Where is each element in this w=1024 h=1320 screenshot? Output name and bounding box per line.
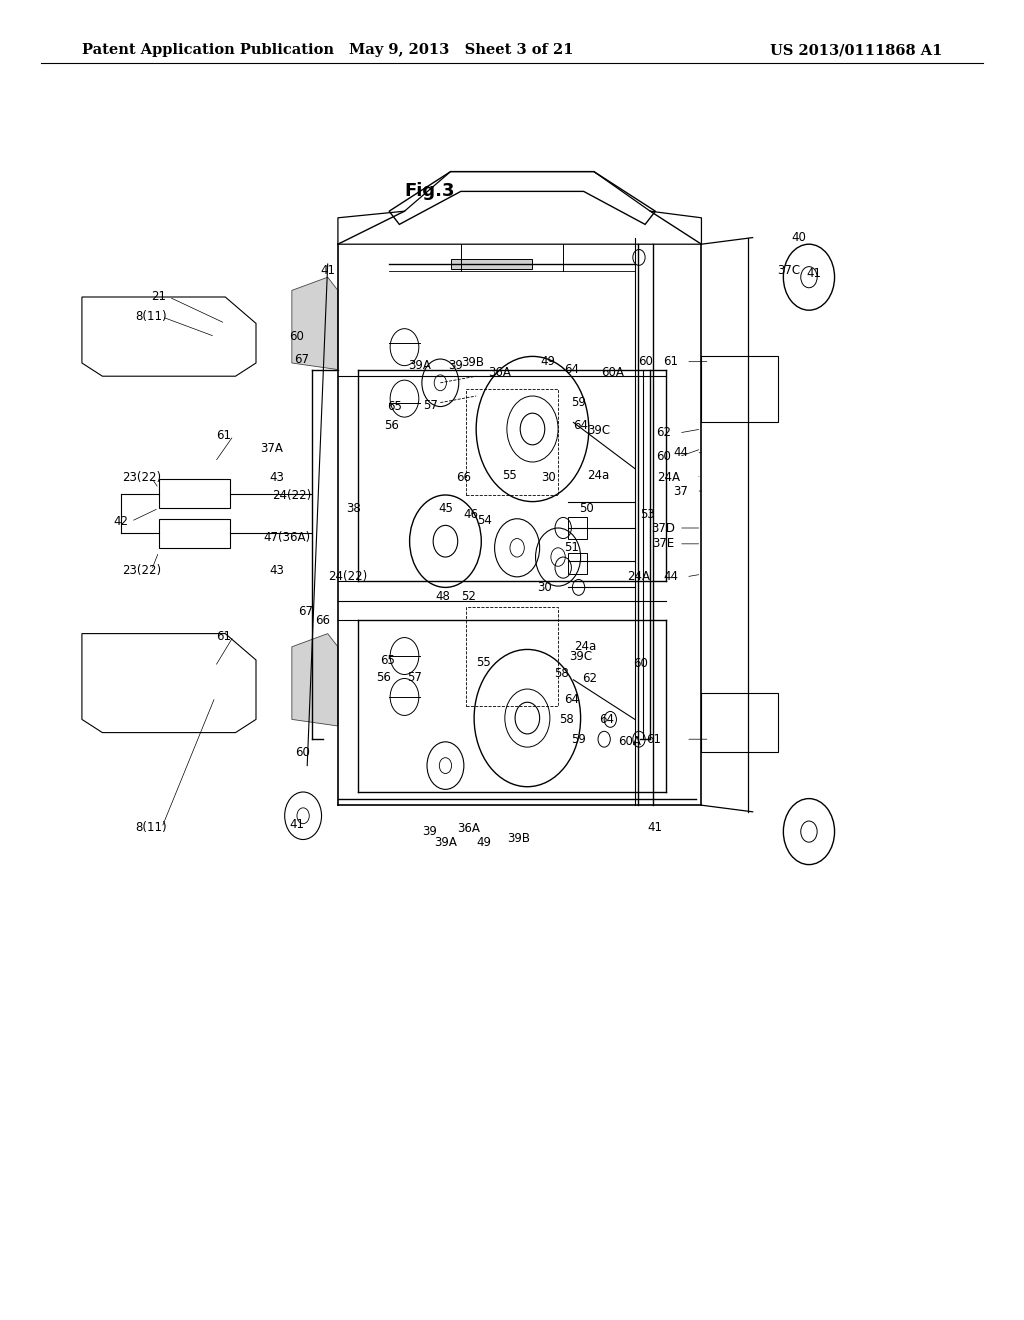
Text: Patent Application Publication: Patent Application Publication — [82, 44, 334, 57]
Text: US 2013/0111868 A1: US 2013/0111868 A1 — [770, 44, 942, 57]
Text: 62: 62 — [583, 672, 597, 685]
Text: 8(11): 8(11) — [136, 821, 167, 834]
Text: 47(36A): 47(36A) — [263, 531, 310, 544]
Text: 60: 60 — [634, 657, 648, 671]
Text: 56: 56 — [384, 418, 398, 432]
Text: 37A: 37A — [260, 442, 283, 455]
Text: 24a: 24a — [574, 640, 597, 653]
Text: 45: 45 — [438, 502, 453, 515]
Text: 66: 66 — [315, 614, 330, 627]
Bar — [568, 553, 587, 574]
Text: 23(22): 23(22) — [122, 471, 161, 484]
Bar — [159, 519, 230, 548]
Text: 39: 39 — [449, 359, 463, 372]
Text: 65: 65 — [380, 653, 394, 667]
Text: 39C: 39C — [569, 649, 592, 663]
Text: 44: 44 — [674, 446, 688, 459]
Text: 59: 59 — [571, 396, 586, 409]
Text: 60A: 60A — [618, 735, 641, 748]
Text: 21: 21 — [152, 290, 166, 304]
Text: 57: 57 — [408, 671, 422, 684]
Polygon shape — [292, 634, 338, 726]
Text: 55: 55 — [503, 469, 517, 482]
Text: 40: 40 — [792, 231, 806, 244]
Text: 38: 38 — [346, 502, 360, 515]
Text: 39A: 39A — [434, 836, 457, 849]
Text: 64: 64 — [564, 693, 579, 706]
Text: 30: 30 — [542, 471, 556, 484]
Text: 43: 43 — [269, 564, 284, 577]
Bar — [568, 517, 587, 539]
Text: 23(22): 23(22) — [122, 564, 161, 577]
Text: 43: 43 — [269, 471, 284, 484]
Text: 54: 54 — [477, 513, 492, 527]
Text: 37D: 37D — [651, 521, 676, 535]
Text: 41: 41 — [807, 267, 821, 280]
Text: 49: 49 — [541, 355, 555, 368]
Text: 24A: 24A — [657, 471, 680, 484]
Text: 46: 46 — [464, 508, 478, 521]
Text: 61: 61 — [216, 429, 230, 442]
Text: 36A: 36A — [458, 822, 480, 836]
Text: 67: 67 — [295, 352, 309, 366]
Text: 41: 41 — [648, 821, 663, 834]
Text: 58: 58 — [559, 713, 573, 726]
Text: 53: 53 — [640, 508, 654, 521]
Text: 62: 62 — [656, 426, 671, 440]
Text: 66: 66 — [457, 471, 471, 484]
Polygon shape — [292, 277, 338, 370]
Text: 44: 44 — [664, 570, 678, 583]
Text: 64: 64 — [573, 418, 588, 432]
Text: 24(22): 24(22) — [272, 488, 311, 502]
Text: 37: 37 — [674, 484, 688, 498]
Text: 50: 50 — [580, 502, 594, 515]
Text: May 9, 2013   Sheet 3 of 21: May 9, 2013 Sheet 3 of 21 — [348, 44, 573, 57]
Text: 39B: 39B — [462, 356, 484, 370]
Text: Fig.3: Fig.3 — [404, 182, 456, 201]
Text: 48: 48 — [435, 590, 450, 603]
Text: 64: 64 — [564, 363, 579, 376]
Text: 61: 61 — [216, 630, 230, 643]
Text: 36A: 36A — [488, 366, 511, 379]
Text: 60: 60 — [638, 355, 652, 368]
Text: 37E: 37E — [652, 537, 675, 550]
Bar — [466, 389, 558, 495]
Bar — [451, 259, 532, 269]
Text: 60: 60 — [295, 746, 309, 759]
Text: 67: 67 — [298, 605, 312, 618]
Text: 60: 60 — [290, 330, 304, 343]
Text: 58: 58 — [554, 667, 568, 680]
Text: 24A: 24A — [628, 570, 650, 583]
Text: 52: 52 — [462, 590, 476, 603]
Text: 24(22): 24(22) — [329, 570, 368, 583]
Text: 65: 65 — [387, 400, 401, 413]
Text: 49: 49 — [477, 836, 492, 849]
Text: 60: 60 — [656, 450, 671, 463]
Text: 42: 42 — [114, 515, 128, 528]
Text: 30: 30 — [538, 581, 552, 594]
Text: 61: 61 — [664, 355, 678, 368]
Text: 59: 59 — [571, 733, 586, 746]
Text: 39C: 39C — [588, 424, 610, 437]
Text: 41: 41 — [321, 264, 335, 277]
Text: 61: 61 — [646, 733, 660, 746]
Text: 64: 64 — [599, 713, 613, 726]
Text: 8(11): 8(11) — [136, 310, 167, 323]
Text: 39: 39 — [423, 825, 437, 838]
Text: 41: 41 — [290, 818, 304, 832]
Bar — [466, 607, 558, 706]
Text: 60A: 60A — [601, 366, 624, 379]
Text: 55: 55 — [476, 656, 490, 669]
Text: 51: 51 — [564, 541, 579, 554]
Text: 24a: 24a — [587, 469, 609, 482]
Text: 39A: 39A — [409, 359, 431, 372]
Text: 57: 57 — [423, 399, 437, 412]
Bar — [159, 479, 230, 508]
Text: 37C: 37C — [777, 264, 800, 277]
Text: 56: 56 — [377, 671, 391, 684]
Text: 39B: 39B — [508, 832, 530, 845]
